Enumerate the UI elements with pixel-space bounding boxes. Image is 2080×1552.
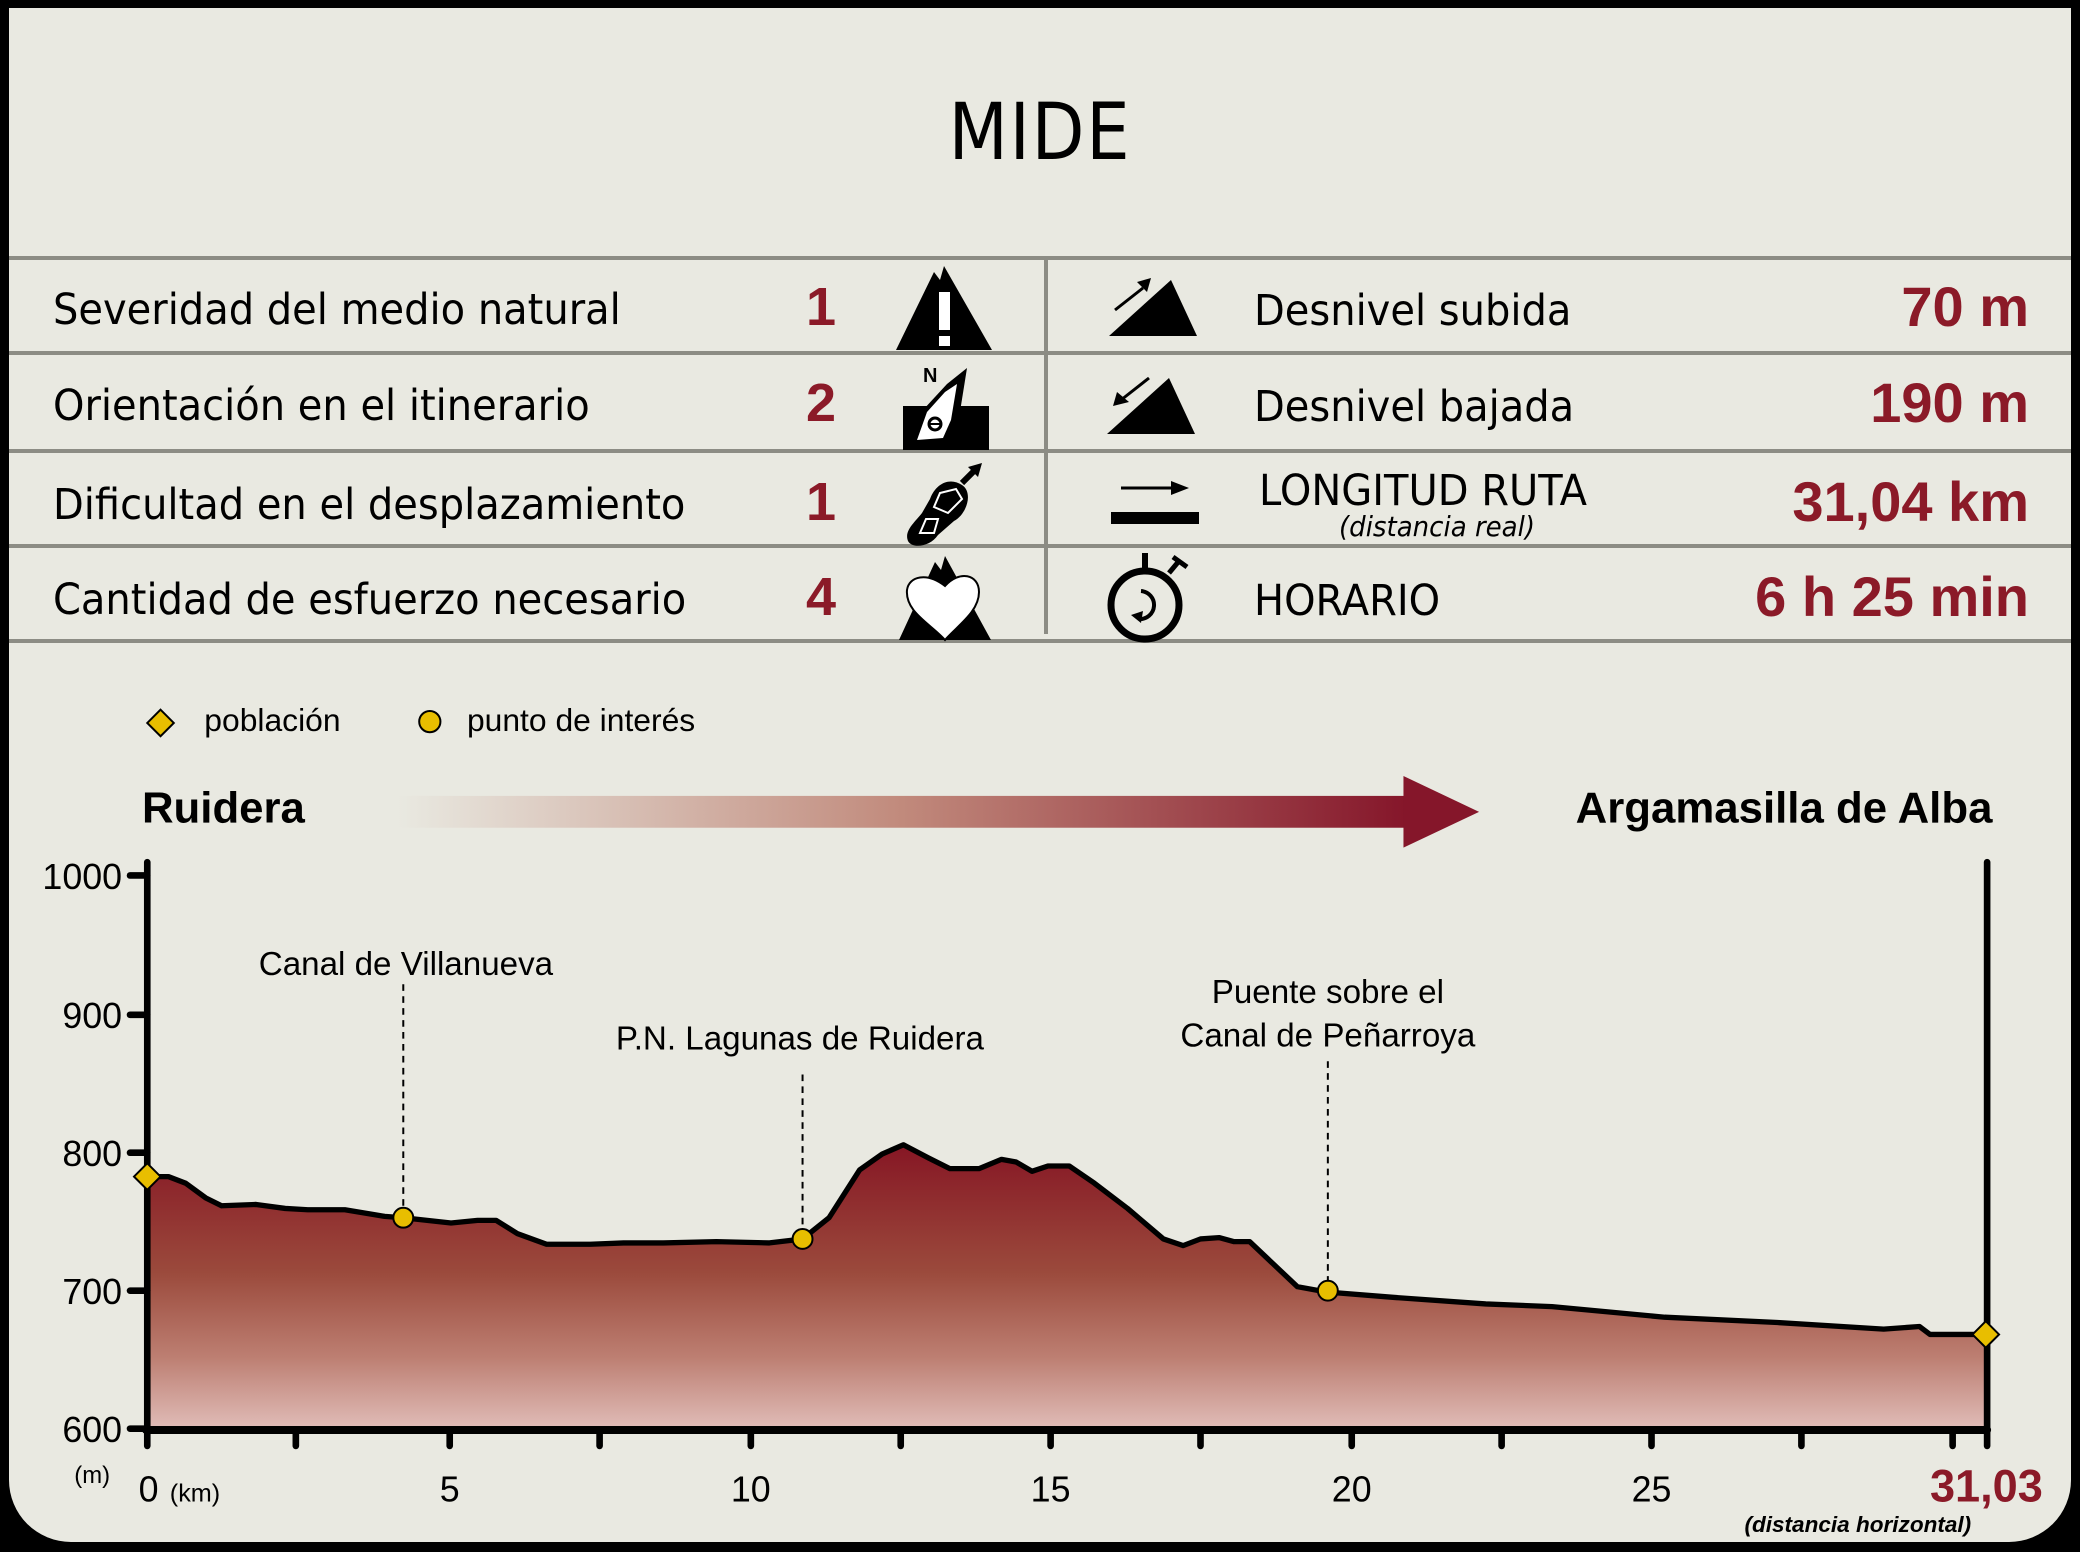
boot-sole-icon xyxy=(907,463,982,546)
mide-row-value: 1 xyxy=(805,472,837,532)
chart-legend: población punto de interés xyxy=(145,702,695,738)
table-divider xyxy=(1044,260,1048,634)
y-axis xyxy=(126,858,151,1450)
x-tick-labels: 0 5 10 15 20 25 xyxy=(139,1470,1672,1510)
annotations: Canal de Villanueva P.N. Lagunas de Ruid… xyxy=(259,946,1476,1057)
y-tick-labels: 1000 900 800 700 600 xyxy=(42,857,122,1450)
poi-marker-icon xyxy=(418,710,442,734)
y-tick-label: 900 xyxy=(62,996,122,1036)
stat-value: 31,04 km xyxy=(1792,470,2029,533)
y-tick-label: 600 xyxy=(62,1410,122,1450)
arrow-head-icon xyxy=(1403,776,1480,848)
mide-row-label: Cantidad de esfuerzo necesario xyxy=(53,575,687,625)
mide-row-label: Orientación en el itinerario xyxy=(53,381,590,431)
profile-area xyxy=(145,1144,1986,1429)
stat-value: 190 m xyxy=(1870,371,2029,434)
x-tick-label: 20 xyxy=(1332,1470,1372,1510)
mide-row-value: 4 xyxy=(805,567,837,627)
mide-row-label: Severidad del medio natural xyxy=(53,285,621,335)
annotation-label: P.N. Lagunas de Ruidera xyxy=(616,1020,985,1057)
y-unit-label: (m) xyxy=(74,1462,110,1489)
annotation-label: Canal de Villanueva xyxy=(259,946,554,983)
x-tick-label: 25 xyxy=(1632,1470,1672,1510)
page-title: MIDE xyxy=(948,88,1132,178)
town-marker-icon xyxy=(145,708,176,738)
table-rule xyxy=(9,544,2071,548)
town-marker-start xyxy=(132,1161,162,1192)
town-marker-end xyxy=(1971,1319,2001,1350)
compass-north-icon: N xyxy=(903,365,989,450)
legend-town-label: población xyxy=(204,702,340,738)
table-rule xyxy=(9,351,2071,355)
stat-label: Desnivel subida xyxy=(1254,286,1572,336)
x-end-note: (distancia horizontal) xyxy=(1744,1512,1971,1537)
ascent-icon xyxy=(1109,278,1197,336)
x-axis xyxy=(141,1425,1992,1450)
poi-marker-canal-villanueva xyxy=(392,1206,415,1229)
poi-marker-puente-penarroya xyxy=(1316,1279,1339,1302)
table-rule xyxy=(9,449,2071,453)
profile-line xyxy=(145,1142,1986,1338)
stat-label: HORARIO xyxy=(1254,576,1441,626)
y-tick-label: 800 xyxy=(62,1134,122,1174)
stat-value: 6 h 25 min xyxy=(1755,565,2029,628)
y-tick-label: 1000 xyxy=(42,857,122,897)
stat-value: 70 m xyxy=(1901,275,2029,338)
x-tick-label: 0 xyxy=(139,1470,159,1510)
table-rule xyxy=(9,639,2071,643)
stopwatch-icon xyxy=(1107,553,1189,643)
x-tick-label: 15 xyxy=(1031,1470,1071,1510)
annotation-label: Canal de Peñarroya xyxy=(1180,1018,1475,1055)
stat-sublabel: (distancia real) xyxy=(1339,510,1536,543)
route-direction-arrow xyxy=(397,795,1407,828)
x-tick-label: 10 xyxy=(731,1470,771,1510)
mide-row-value: 2 xyxy=(805,373,837,433)
elevation-profile-chart: población punto de interés Ruidera Argam… xyxy=(42,702,2043,1537)
route-end-label: Argamasilla de Alba xyxy=(1576,783,1993,832)
stat-label: LONGITUD RUTA xyxy=(1259,466,1587,516)
mide-row-value: 1 xyxy=(805,277,837,337)
stat-label: Desnivel bajada xyxy=(1254,382,1575,432)
distance-icon xyxy=(1111,481,1199,524)
mide-card: MIDE Severidad del medio natural 1 Orien… xyxy=(9,8,2071,1542)
route-start-label: Ruidera xyxy=(142,783,306,832)
svg-text:N: N xyxy=(923,365,937,387)
y-tick-label: 700 xyxy=(62,1272,122,1312)
warning-mountain-icon xyxy=(896,266,992,350)
heart-mountain-icon xyxy=(899,556,991,642)
annotation-leaders xyxy=(402,984,1329,1282)
legend-poi-label: punto de interés xyxy=(467,702,695,738)
table-rule xyxy=(9,256,2071,260)
descent-icon xyxy=(1107,376,1195,434)
x-unit-label: (km) xyxy=(170,1480,220,1508)
x-end-label: 31,03 xyxy=(1930,1461,2043,1512)
poi-marker-lagunas-ruidera xyxy=(791,1228,814,1250)
annotation-label: Puente sobre el xyxy=(1212,974,1444,1011)
x-tick-label: 5 xyxy=(440,1470,460,1510)
mide-row-label: Dificultad en el desplazamiento xyxy=(53,480,686,530)
